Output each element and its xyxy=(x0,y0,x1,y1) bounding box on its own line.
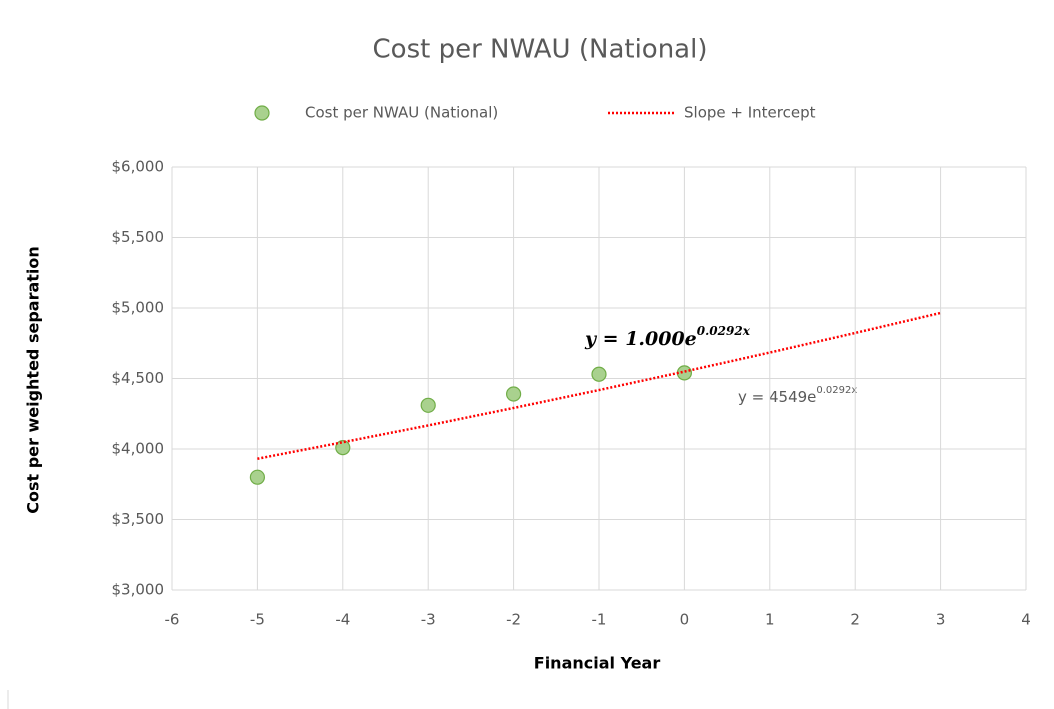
y-tick-label: $6,000 xyxy=(112,158,165,176)
legend-label: Slope + Intercept xyxy=(684,104,816,122)
y-tick-label: $5,000 xyxy=(112,299,165,317)
annotation: y = 1.000e0.0292x xyxy=(584,324,751,351)
x-axis-label: Financial Year xyxy=(534,654,661,673)
data-point xyxy=(676,365,693,381)
x-tick-label: -4 xyxy=(335,611,350,629)
legend-swatch xyxy=(254,105,270,121)
annotation-base: y = 4549e xyxy=(738,388,816,406)
x-tick-label: 3 xyxy=(936,611,946,629)
annotation: y = 4549e0.0292x xyxy=(738,385,857,406)
y-tick-label: $4,000 xyxy=(112,440,165,458)
annotation-base: y = 1.000e xyxy=(584,328,697,350)
x-tick-label: 1 xyxy=(765,611,775,629)
legend-label: Cost per NWAU (National) xyxy=(305,104,498,122)
chart-title: Cost per NWAU (National) xyxy=(373,35,708,65)
data-point xyxy=(335,439,351,456)
x-tick-label: -1 xyxy=(592,611,607,629)
y-tick-label: $5,500 xyxy=(112,228,165,246)
x-tick-label: -6 xyxy=(165,611,180,629)
x-tick-label: 4 xyxy=(1021,611,1031,629)
data-point xyxy=(505,386,522,402)
trend-line xyxy=(257,311,941,460)
annotation-exponent: 0.0292x xyxy=(697,324,751,338)
y-tick-label: $3,500 xyxy=(112,510,165,528)
annotation-exponent: 0.0292x xyxy=(816,385,857,396)
y-tick-label: $3,000 xyxy=(112,581,165,599)
x-tick-label: 0 xyxy=(680,611,690,629)
x-tick-label: -2 xyxy=(506,611,521,629)
x-tick-label: -3 xyxy=(421,611,436,629)
x-tick-label: -5 xyxy=(250,611,265,629)
y-axis-label: Cost per weighted separation xyxy=(24,246,43,514)
y-tick-label: $4,500 xyxy=(112,369,165,387)
data-point xyxy=(249,469,265,485)
data-point xyxy=(591,366,607,382)
data-point xyxy=(420,397,436,413)
x-tick-label: 2 xyxy=(850,611,860,629)
